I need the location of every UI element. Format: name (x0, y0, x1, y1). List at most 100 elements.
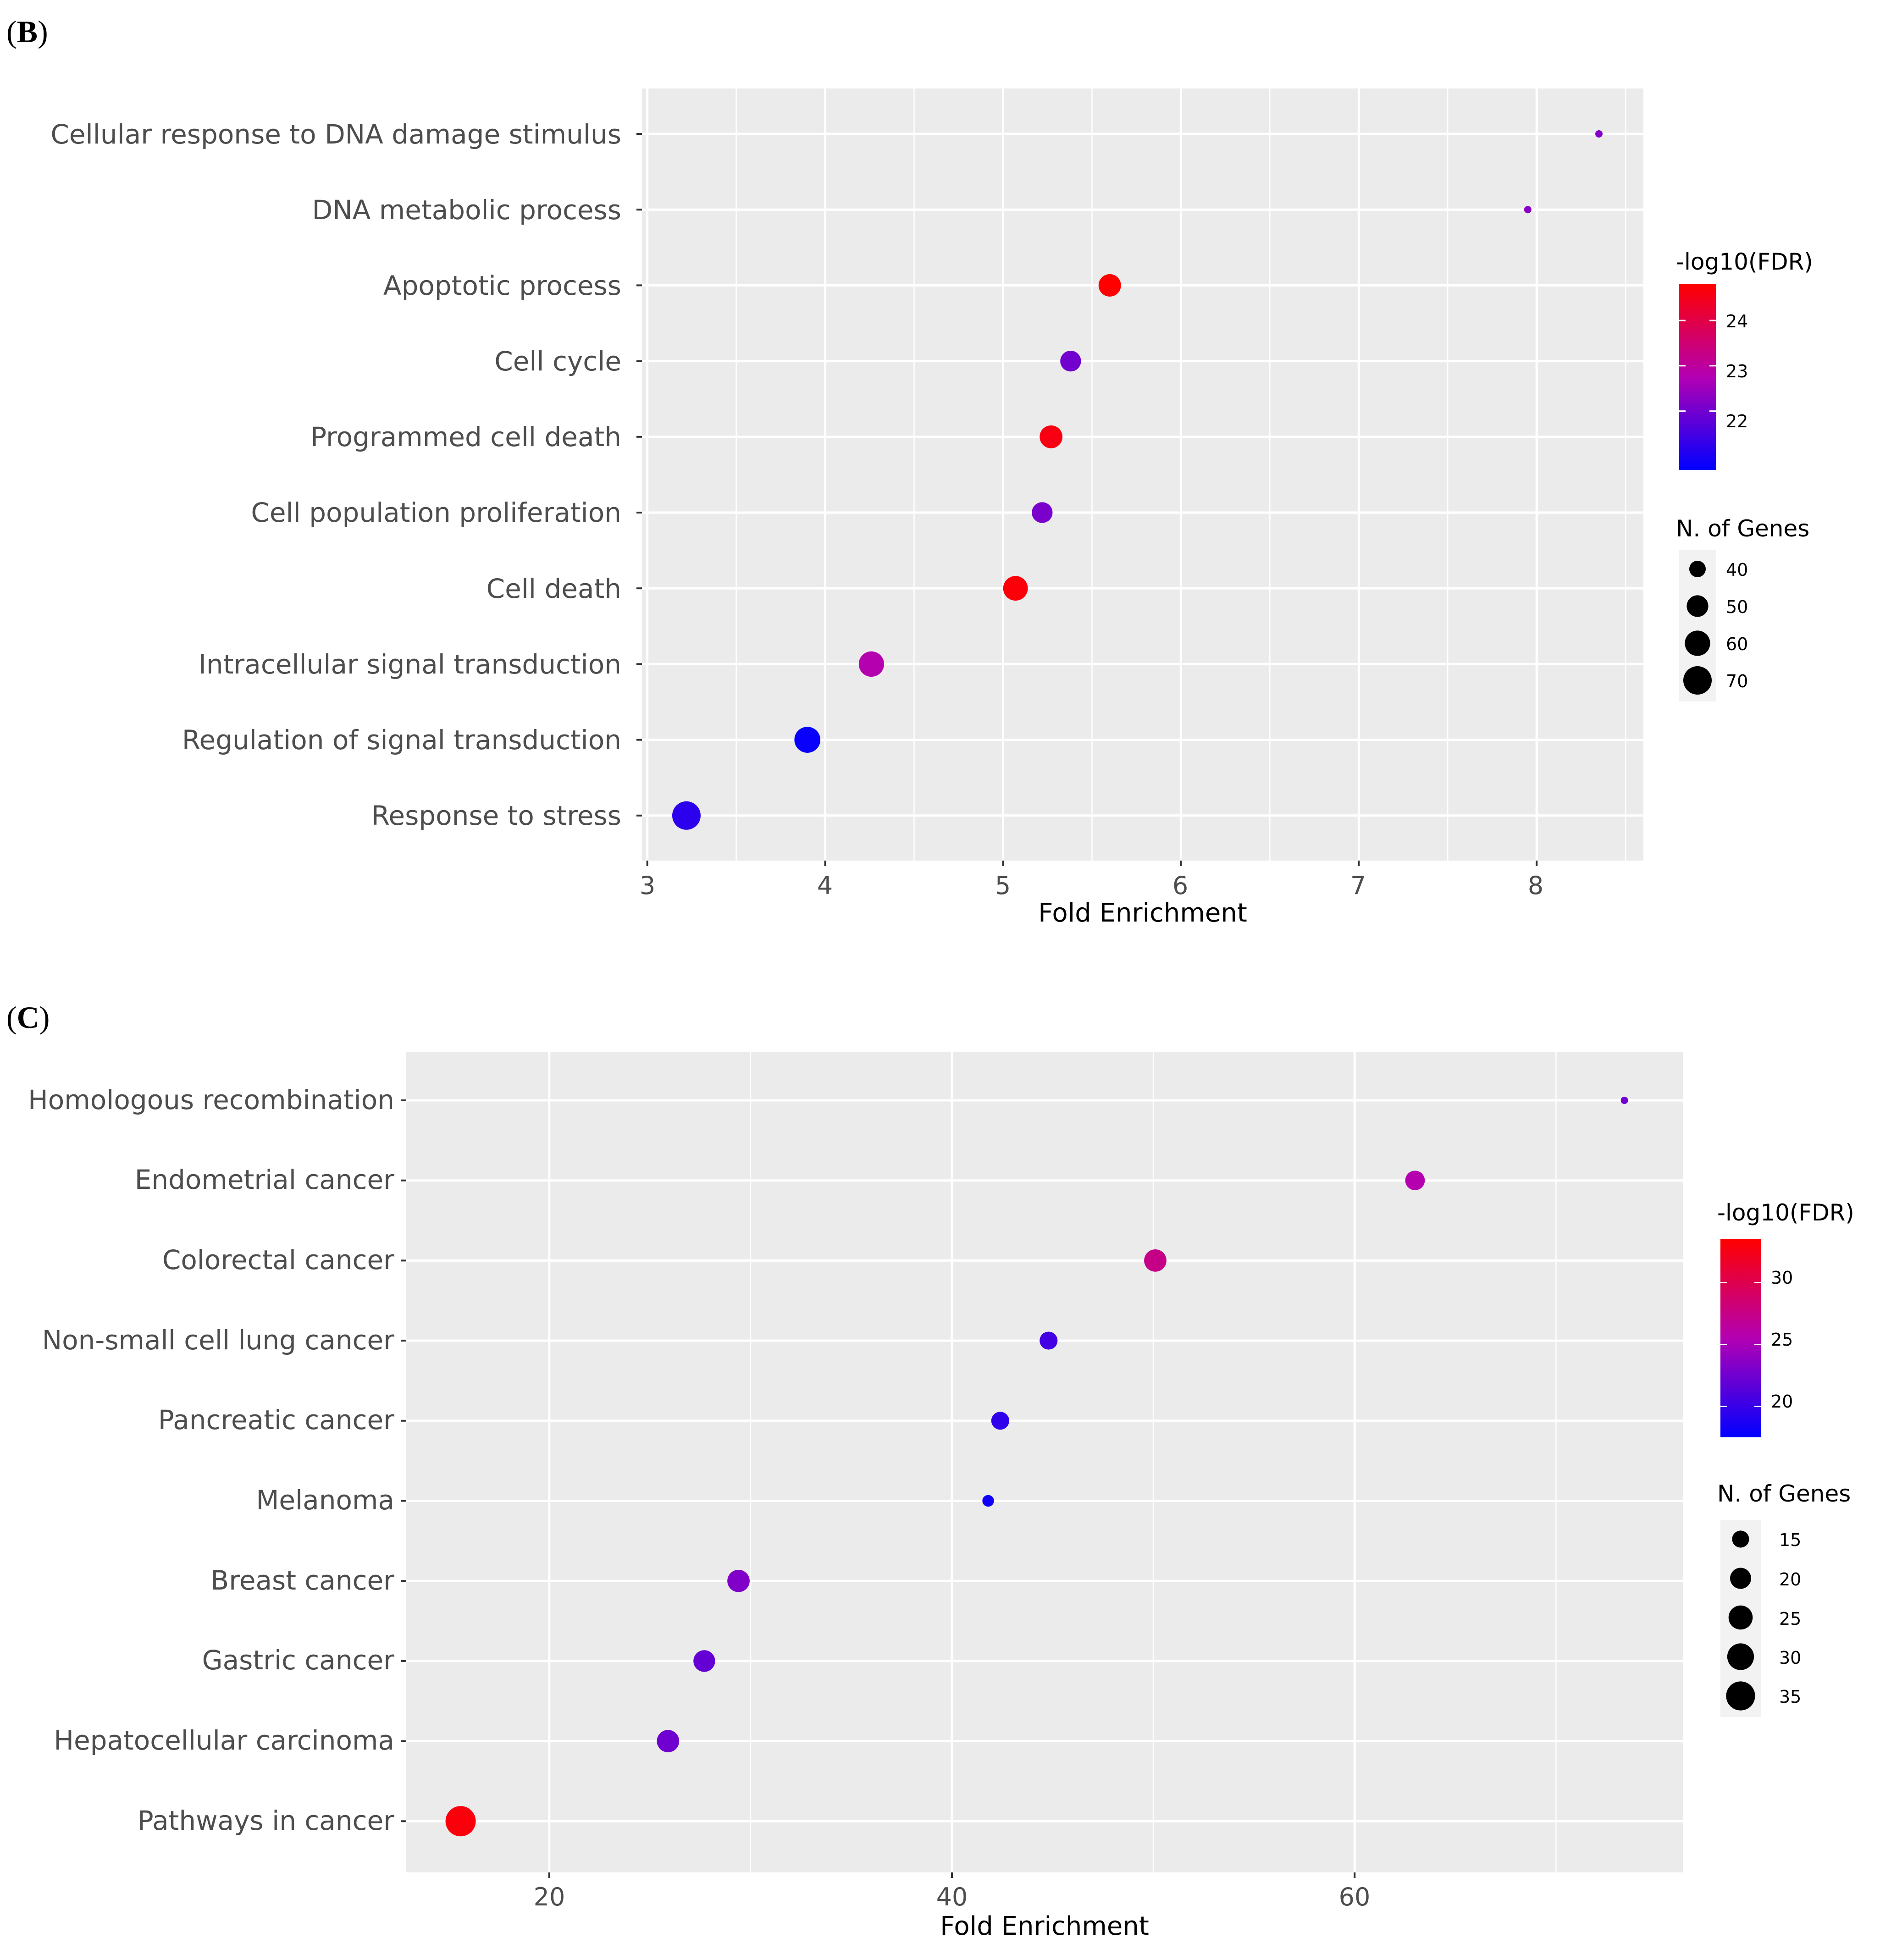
panel-c-size-legend: N. of Genes 15 20 25 30 35 (1717, 1480, 1851, 1717)
panel-c-size-keys (1726, 1530, 1755, 1711)
panel-b-size-keys (1683, 560, 1712, 695)
panel-c-x-tick-label: 20 (534, 1883, 565, 1911)
panel-c-category-label: Non-small cell lung cancer (42, 1325, 394, 1356)
panel-b-size-key (1685, 630, 1710, 656)
panel-c-color-legend-title: -log10(FDR) (1717, 1199, 1854, 1226)
panel-b-category-label: Cell death (487, 573, 621, 604)
panel-b-x-tick-label: 5 (995, 871, 1011, 900)
panel-b-category-label: Intracellular signal transduction (199, 649, 621, 680)
panel-c-size-key (1727, 1643, 1754, 1670)
panel-c-category-label: Gastric cancer (202, 1645, 394, 1676)
panel-c-x-axis-title: Fold Enrichment (940, 1911, 1149, 1941)
panel-b-data-point (1003, 576, 1028, 601)
panel-c-category-label: Colorectal cancer (162, 1244, 394, 1275)
panel-c-size-key (1730, 1568, 1751, 1589)
panel-b-category-label: Response to stress (371, 800, 621, 831)
panel-c-category-label: Melanoma (256, 1485, 394, 1516)
panel-c-size-key (1728, 1605, 1753, 1630)
panel-b-category-labels: Cellular response to DNA damage stimulus… (50, 119, 621, 831)
panel-b-size-key (1683, 666, 1712, 695)
panel-c-data-point (727, 1569, 750, 1592)
panel-c-color-legend: -log10(FDR) 20 25 30 (1717, 1199, 1854, 1437)
panel-b-x-tick-label: 8 (1528, 871, 1543, 900)
panel-c-color-tick-label: 25 (1771, 1330, 1793, 1350)
panel-b-x-tick-label: 7 (1350, 871, 1366, 900)
panel-b-x-tick-label: 3 (640, 871, 655, 900)
panel-c-x-tick-label: 40 (936, 1883, 968, 1911)
panel-b-data-point (1524, 206, 1532, 214)
panel-c-size-legend-title: N. of Genes (1717, 1480, 1851, 1507)
panel-c-size-label: 15 (1779, 1530, 1801, 1550)
panel-c-category-labels: Homologous recombination Endometrial can… (28, 1084, 394, 1836)
panel-b-x-tick-label: 4 (817, 871, 833, 900)
panel-c-data-point (991, 1412, 1009, 1430)
panel-c-data-point (657, 1730, 680, 1752)
panel-c-label: (C) (6, 1000, 50, 1035)
panel-b-category-label: Programmed cell death (310, 421, 621, 453)
panel-c-data-point (1144, 1249, 1167, 1272)
panel-c-points (445, 1097, 1628, 1837)
panel-c-data-point (1620, 1097, 1628, 1104)
panel-b-category-label: Regulation of signal transduction (182, 724, 621, 756)
panel-c-color-tick-label: 20 (1771, 1391, 1793, 1412)
panel-b-x-axis-title: Fold Enrichment (1038, 898, 1247, 928)
panel-c-size-key (1726, 1681, 1755, 1711)
panel-c-color-tick-label: 30 (1771, 1268, 1793, 1288)
panel-c-gridlines (406, 1052, 1683, 1872)
panel-c-size-label: 30 (1779, 1648, 1801, 1668)
panel-c-axis-ticks (401, 1099, 1356, 1878)
panel-c-data-point (982, 1495, 994, 1507)
panel-c-x-tick-labels: 20 40 60 (534, 1883, 1371, 1911)
panel-b-color-legend: -log10(FDR) 22 23 24 (1676, 248, 1813, 470)
panel-b-data-point (672, 801, 701, 830)
panel-c-plot-background (406, 1052, 1683, 1872)
panel-c: (C) Homologous recombination Endometrial… (6, 1000, 1854, 1941)
panel-c-category-label: Hepatocellular carcinoma (54, 1725, 394, 1756)
panel-c-category-label: Homologous recombination (28, 1084, 394, 1115)
panel-c-data-point (1040, 1331, 1058, 1350)
panel-b-data-point (1098, 274, 1121, 297)
panel-c-size-label: 35 (1779, 1687, 1801, 1707)
panel-b-color-bar (1679, 284, 1716, 470)
panel-b-size-legend-title: N. of Genes (1676, 515, 1809, 542)
panel-b-color-tick-label: 22 (1726, 411, 1748, 431)
panel-b-data-point (1032, 502, 1053, 523)
panel-b-x-tick-label: 6 (1172, 871, 1188, 900)
panel-b-category-label: Cell cycle (494, 346, 621, 377)
panel-c-color-bar (1720, 1239, 1761, 1437)
panel-c-size-label: 20 (1779, 1569, 1801, 1590)
panel-b-label: (B) (6, 14, 48, 49)
panel-c-data-point (693, 1650, 715, 1672)
panel-c-category-label: Pancreatic cancer (158, 1404, 394, 1435)
panel-b-category-label: Apoptotic process (383, 270, 621, 301)
panel-c-size-key (1732, 1530, 1749, 1548)
panel-c-color-bar-ticks (1720, 1282, 1761, 1407)
panel-c-category-label: Endometrial cancer (135, 1164, 394, 1195)
panel-c-category-label: Pathways in cancer (138, 1805, 394, 1836)
panel-b-axis-ticks (636, 133, 1538, 866)
panel-b-x-tick-labels: 3 4 5 6 7 8 (640, 871, 1543, 900)
panel-b: (B) Cellular response to DNA damage stim… (6, 14, 1813, 928)
panel-b-color-legend-title: -log10(FDR) (1676, 248, 1813, 275)
panel-b-size-legend: N. of Genes 40 50 60 70 (1676, 515, 1809, 701)
panel-b-size-key (1689, 560, 1706, 578)
panel-c-category-label: Breast cancer (210, 1565, 394, 1596)
panel-c-data-point (1405, 1170, 1425, 1191)
panel-b-points (672, 130, 1603, 830)
panel-b-data-point (1060, 350, 1081, 372)
panel-b-size-label: 60 (1726, 634, 1748, 654)
panel-b-data-point (794, 727, 821, 753)
panel-b-data-point (1595, 130, 1603, 138)
panel-b-gridlines (642, 88, 1643, 861)
panel-b-size-label: 70 (1726, 671, 1748, 691)
panel-b-color-tick-label: 23 (1726, 361, 1748, 381)
panel-b-category-label: DNA metabolic process (312, 194, 621, 226)
panel-b-category-label: Cell population proliferation (251, 497, 621, 528)
panel-c-data-point (445, 1806, 476, 1837)
panel-b-category-label: Cellular response to DNA damage stimulus (50, 119, 621, 150)
panel-c-size-label: 25 (1779, 1609, 1801, 1629)
panel-b-data-point (1040, 425, 1063, 448)
panel-b-plot-background (642, 88, 1643, 861)
panel-b-size-key (1686, 595, 1709, 617)
